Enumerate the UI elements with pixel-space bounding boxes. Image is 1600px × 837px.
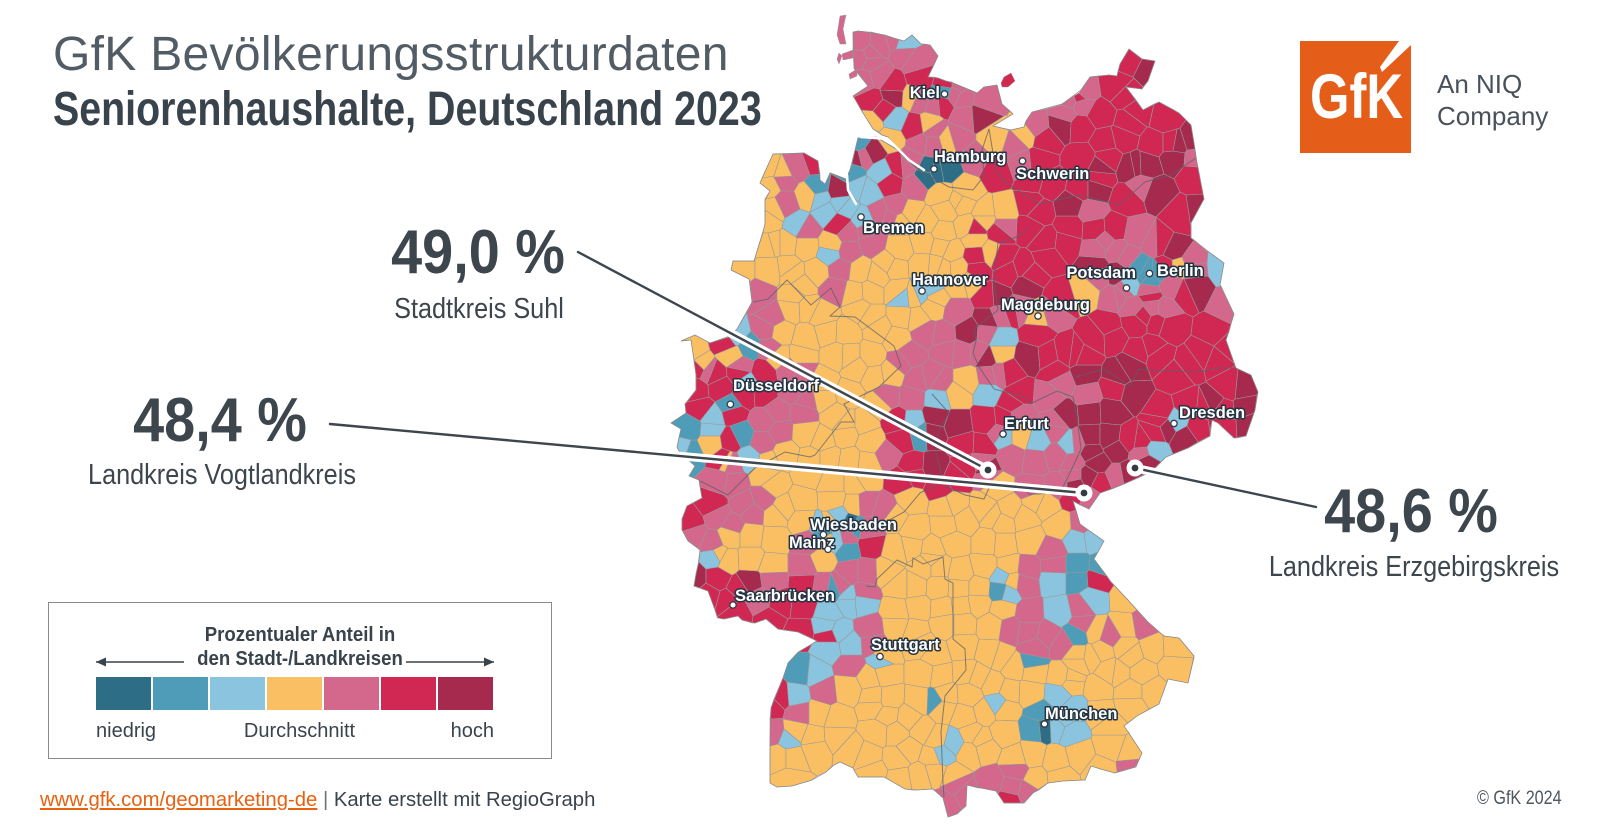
- svg-text:Potsdam: Potsdam: [1066, 264, 1136, 282]
- svg-text:Düsseldorf: Düsseldorf: [733, 377, 820, 395]
- svg-text:Wiesbaden: Wiesbaden: [810, 516, 897, 534]
- svg-text:Schwerin: Schwerin: [1016, 165, 1089, 183]
- svg-text:Hannover: Hannover: [912, 271, 989, 289]
- svg-text:Kiel: Kiel: [910, 84, 940, 102]
- svg-text:Berlin: Berlin: [1157, 262, 1204, 280]
- svg-text:Dresden: Dresden: [1179, 404, 1245, 422]
- svg-text:Magdeburg: Magdeburg: [1001, 296, 1090, 314]
- svg-text:Hamburg: Hamburg: [934, 148, 1006, 166]
- svg-text:Saarbrücken: Saarbrücken: [735, 587, 835, 605]
- svg-text:Bremen: Bremen: [863, 219, 924, 237]
- svg-text:Stuttgart: Stuttgart: [871, 636, 940, 654]
- svg-text:München: München: [1045, 705, 1117, 723]
- svg-text:Erfurt: Erfurt: [1004, 415, 1049, 433]
